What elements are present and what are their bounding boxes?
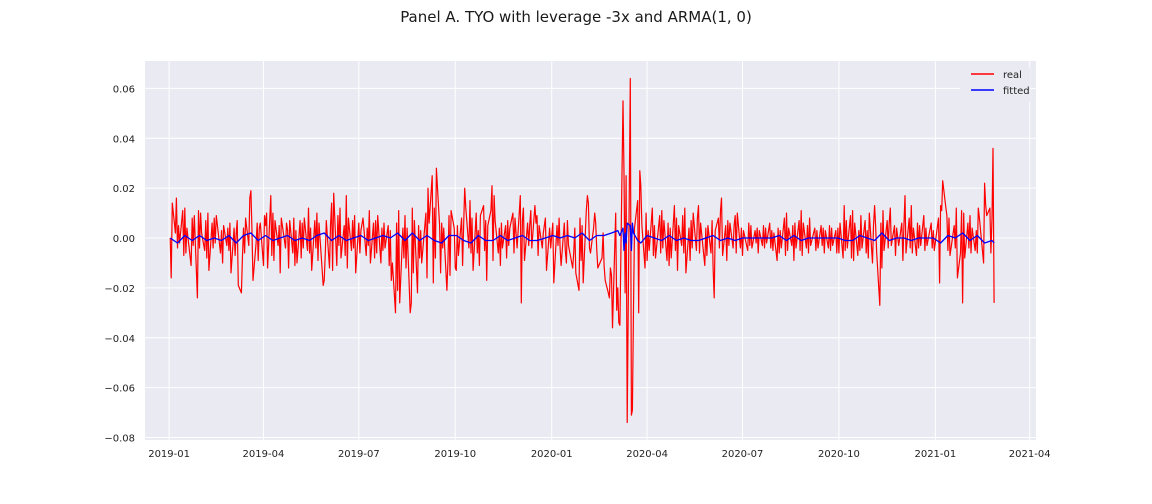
x-tick-label: 2019-04	[243, 449, 285, 460]
chart-title: Panel A. TYO with leverage -3x and ARMA(…	[400, 8, 752, 26]
x-tick-label: 2019-01	[148, 449, 190, 460]
x-tick-label: 2020-04	[626, 449, 668, 460]
legend-label-real: real	[1003, 70, 1022, 81]
x-tick-label: 2021-01	[914, 449, 956, 460]
x-tick-label: 2019-10	[434, 449, 476, 460]
series-line-real	[169, 77, 995, 424]
x-tick-label: 2020-10	[818, 449, 860, 460]
legend: real fitted	[960, 66, 1030, 104]
legend-label-fitted: fitted	[1003, 86, 1030, 97]
y-tick-label: −0.02	[104, 284, 135, 295]
legend-box	[960, 66, 1030, 104]
y-tick-label: −0.06	[104, 384, 135, 395]
y-tick-label: 0.04	[113, 134, 135, 145]
series-layer	[169, 77, 995, 424]
y-tick-labels: 0.06 0.04 0.02 0.00 −0.02 −0.04 −0.06 −0.08	[104, 84, 135, 444]
y-tick-label: −0.04	[104, 334, 135, 345]
y-tick-label: −0.08	[104, 434, 135, 445]
x-tick-labels: 2019-01 2019-04 2019-07 2019-10 2020-01 2020-…	[148, 449, 1050, 460]
x-tick-label: 2019-07	[338, 449, 380, 460]
y-tick-label: 0.02	[113, 184, 135, 195]
y-tick-label: 0.00	[113, 234, 135, 245]
x-tick-label: 2020-01	[531, 449, 573, 460]
series-line-fitted	[169, 222, 995, 252]
y-tick-label: 0.06	[113, 84, 135, 95]
x-tick-label: 2020-07	[722, 449, 764, 460]
x-tick-label: 2021-04	[1009, 449, 1051, 460]
grid-layer	[145, 61, 1036, 440]
